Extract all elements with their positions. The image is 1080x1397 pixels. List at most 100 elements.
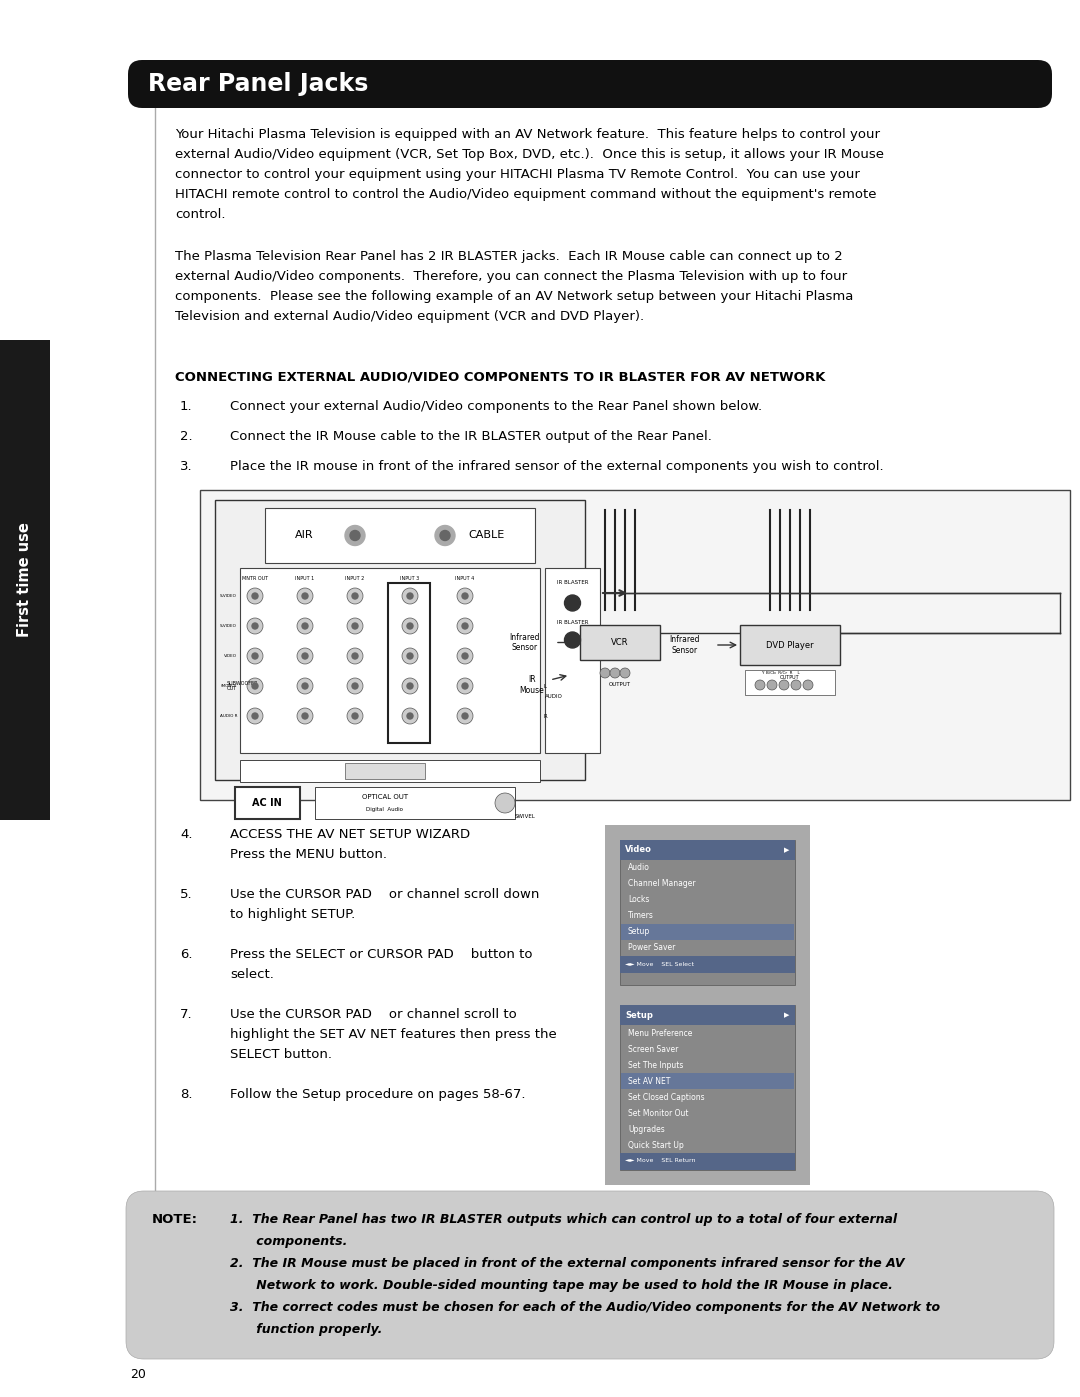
Bar xyxy=(621,1073,794,1090)
Text: R: R xyxy=(543,714,546,718)
Text: CABLE: CABLE xyxy=(469,531,505,541)
Circle shape xyxy=(345,525,365,545)
Circle shape xyxy=(297,648,313,664)
Circle shape xyxy=(247,588,264,604)
Text: Quick Start Up: Quick Start Up xyxy=(627,1140,684,1150)
Bar xyxy=(215,500,585,780)
Text: OUTPUT: OUTPUT xyxy=(780,675,800,680)
Text: VIDEO: VIDEO xyxy=(224,654,237,658)
Circle shape xyxy=(767,680,777,690)
Text: 4.: 4. xyxy=(180,828,192,841)
Circle shape xyxy=(462,623,468,629)
Text: Network to work. Double-sided mounting tape may be used to hold the IR Mouse in : Network to work. Double-sided mounting t… xyxy=(230,1280,893,1292)
Text: Set AV NET: Set AV NET xyxy=(627,1077,671,1085)
Circle shape xyxy=(755,680,765,690)
Text: S-VIDEO: S-VIDEO xyxy=(220,594,237,598)
Text: Power Saver: Power Saver xyxy=(627,943,675,953)
Text: INPUT 2: INPUT 2 xyxy=(346,576,365,581)
Circle shape xyxy=(347,617,363,634)
Text: CONNECTING EXTERNAL AUDIO/VIDEO COMPONENTS TO IR BLASTER FOR AV NETWORK: CONNECTING EXTERNAL AUDIO/VIDEO COMPONEN… xyxy=(175,370,825,383)
Text: INPUT 4: INPUT 4 xyxy=(456,576,474,581)
Text: 2.  The IR Mouse must be placed in front of the external components infrared sen: 2. The IR Mouse must be placed in front … xyxy=(230,1257,905,1270)
Circle shape xyxy=(297,708,313,724)
Bar xyxy=(745,671,835,694)
Text: SELECT button.: SELECT button. xyxy=(230,1048,332,1060)
Circle shape xyxy=(347,678,363,694)
Bar xyxy=(621,923,794,940)
Text: connector to control your equipment using your HITACHI Plasma TV Remote Control.: connector to control your equipment usin… xyxy=(175,168,860,182)
Text: Follow the Setup procedure on pages 58-67.: Follow the Setup procedure on pages 58-6… xyxy=(230,1088,526,1101)
Circle shape xyxy=(565,595,581,610)
Circle shape xyxy=(610,668,620,678)
Circle shape xyxy=(462,652,468,659)
Circle shape xyxy=(435,525,455,545)
Text: S-VIDEO: S-VIDEO xyxy=(220,624,237,629)
Circle shape xyxy=(457,678,473,694)
Text: Timers: Timers xyxy=(627,911,653,921)
Text: Channel Manager: Channel Manager xyxy=(627,880,696,888)
Text: Screen Saver: Screen Saver xyxy=(627,1045,678,1053)
Circle shape xyxy=(407,652,413,659)
Text: (MONO): (MONO) xyxy=(220,685,237,687)
Text: Place the IR mouse in front of the infrared sensor of the external components yo: Place the IR mouse in front of the infra… xyxy=(230,460,883,474)
Circle shape xyxy=(457,617,473,634)
Circle shape xyxy=(252,652,258,659)
Text: INPUT 1: INPUT 1 xyxy=(295,576,314,581)
Text: Menu Preference: Menu Preference xyxy=(627,1028,692,1038)
Circle shape xyxy=(495,793,515,813)
Text: ACCESS THE AV NET SETUP WIZARD: ACCESS THE AV NET SETUP WIZARD xyxy=(230,828,470,841)
Text: Locks: Locks xyxy=(627,895,649,904)
FancyBboxPatch shape xyxy=(129,60,1052,108)
Bar xyxy=(545,569,600,753)
Circle shape xyxy=(352,592,357,599)
Circle shape xyxy=(247,648,264,664)
Circle shape xyxy=(462,683,468,689)
Text: DVD Player: DVD Player xyxy=(766,640,814,650)
Circle shape xyxy=(352,683,357,689)
Circle shape xyxy=(302,592,308,599)
Text: 1.: 1. xyxy=(180,400,192,414)
Text: Press the MENU button.: Press the MENU button. xyxy=(230,848,387,861)
Text: external Audio/Video components.  Therefore, you can connect the Plasma Televisi: external Audio/Video components. Therefo… xyxy=(175,270,847,284)
Text: AUDIO: AUDIO xyxy=(545,693,563,698)
Text: MNTR OUT: MNTR OUT xyxy=(242,576,268,581)
Text: OUTPUT: OUTPUT xyxy=(609,683,631,687)
Bar xyxy=(240,760,540,782)
Circle shape xyxy=(247,617,264,634)
Text: components.: components. xyxy=(230,1235,348,1248)
Circle shape xyxy=(779,680,789,690)
Circle shape xyxy=(302,623,308,629)
Text: 20: 20 xyxy=(130,1369,146,1382)
Circle shape xyxy=(462,592,468,599)
Bar xyxy=(620,840,795,985)
Bar xyxy=(605,826,810,1000)
Text: Audio: Audio xyxy=(627,863,650,873)
Text: OPTICAL OUT: OPTICAL OUT xyxy=(362,793,408,800)
Text: The Plasma Television Rear Panel has 2 IR BLASTER jacks.  Each IR Mouse cable ca: The Plasma Television Rear Panel has 2 I… xyxy=(175,250,842,263)
Text: select.: select. xyxy=(230,968,274,981)
Circle shape xyxy=(407,623,413,629)
Text: Upgrades: Upgrades xyxy=(627,1125,665,1133)
Text: HITACHI remote control to control the Audio/Video equipment command without the : HITACHI remote control to control the Au… xyxy=(175,189,877,201)
Circle shape xyxy=(347,648,363,664)
Bar xyxy=(235,787,300,819)
Text: external Audio/Video equipment (VCR, Set Top Box, DVD, etc.).  Once this is setu: external Audio/Video equipment (VCR, Set… xyxy=(175,148,885,161)
Text: Set Closed Captions: Set Closed Captions xyxy=(627,1092,704,1101)
Bar xyxy=(620,956,795,972)
Circle shape xyxy=(352,652,357,659)
Circle shape xyxy=(297,588,313,604)
Circle shape xyxy=(600,668,610,678)
Text: ▶: ▶ xyxy=(784,847,789,854)
Text: 7.: 7. xyxy=(180,1009,192,1021)
Bar xyxy=(740,624,840,665)
Text: Infrared
Sensor: Infrared Sensor xyxy=(510,633,540,652)
Text: Set Monitor Out: Set Monitor Out xyxy=(627,1108,689,1118)
Circle shape xyxy=(620,668,630,678)
Bar xyxy=(345,763,426,780)
Bar xyxy=(265,509,535,563)
Text: Television and external Audio/Video equipment (VCR and DVD Player).: Television and external Audio/Video equi… xyxy=(175,310,644,323)
Circle shape xyxy=(462,712,468,719)
Circle shape xyxy=(407,712,413,719)
Circle shape xyxy=(252,683,258,689)
Bar xyxy=(315,787,515,819)
